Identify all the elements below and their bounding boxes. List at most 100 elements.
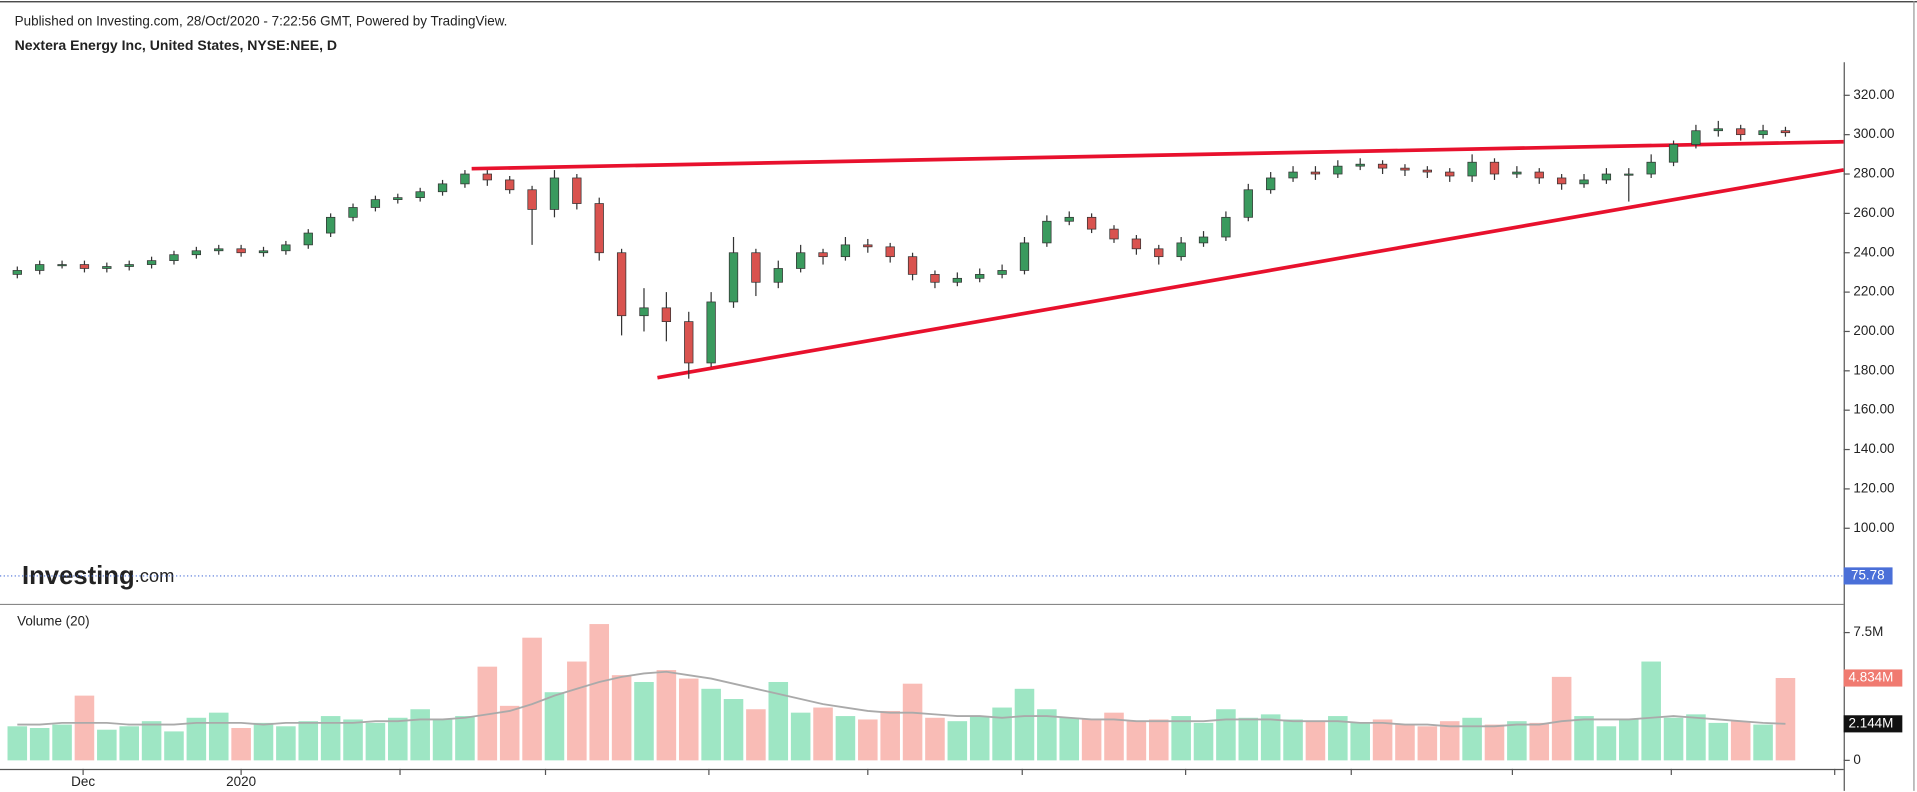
volume-bar	[253, 722, 274, 761]
volume-value-box	[1843, 669, 1903, 687]
volume-bar	[365, 722, 386, 761]
candle-body	[1422, 169, 1432, 173]
volume-bar	[1014, 688, 1035, 761]
volume-bar	[97, 729, 117, 761]
candle-body	[1467, 161, 1477, 177]
volume-bar	[432, 719, 453, 761]
candle-body	[1579, 179, 1589, 185]
candle-body	[1601, 173, 1612, 181]
candle-body	[1176, 242, 1186, 258]
candle-body	[326, 216, 336, 234]
candle-body	[1266, 177, 1276, 191]
trendline	[657, 168, 1844, 380]
candle-body	[1288, 171, 1298, 179]
candle-body	[930, 274, 940, 283]
volume-bar	[119, 726, 139, 761]
candle-body	[863, 244, 873, 248]
volume-bar	[1641, 661, 1661, 761]
candle-body	[1198, 236, 1209, 244]
candle-body	[1243, 189, 1253, 218]
volume-bar	[1059, 717, 1080, 761]
volume-bar	[1484, 724, 1505, 761]
y-tick-label: 100.00	[1853, 520, 1894, 535]
volume-bar	[298, 721, 319, 761]
volume-bar	[723, 699, 744, 761]
volume-bar	[1439, 721, 1460, 761]
candle-body	[281, 244, 291, 252]
volume-bar	[1350, 722, 1370, 761]
volume-bar	[902, 683, 923, 761]
volume-bar	[1260, 714, 1281, 761]
candle-body	[773, 268, 783, 283]
volume-bar	[701, 688, 721, 761]
x-tick-label: Dec	[71, 774, 95, 789]
candle-body	[1131, 238, 1142, 250]
candle-body	[415, 191, 425, 199]
candle-body	[1780, 130, 1791, 134]
volume-bar	[1126, 721, 1147, 761]
candle-body	[482, 173, 492, 181]
y-tick-label: 240.00	[1853, 244, 1894, 259]
volume-bar	[1708, 722, 1729, 761]
volume-bar	[343, 719, 363, 761]
volume-bar	[880, 710, 900, 761]
volume-bar	[1238, 717, 1259, 761]
candle-body	[907, 256, 918, 275]
candle-body	[35, 264, 45, 271]
candle-body	[1064, 216, 1074, 222]
candle-body	[370, 199, 381, 208]
volume-bar	[969, 716, 990, 761]
y-tick-label: 140.00	[1853, 441, 1894, 456]
instrument-title: Nextera Energy Inc, United States, NYSE:…	[15, 37, 337, 53]
candle-body	[1668, 144, 1679, 163]
y-tick-label: 120.00	[1853, 480, 1894, 495]
volume-bar	[1529, 722, 1550, 761]
candle-body	[348, 207, 358, 218]
volume-bar	[522, 637, 542, 761]
candle-body	[1512, 171, 1522, 175]
volume-bar	[1417, 726, 1438, 761]
volume-bar	[768, 681, 789, 761]
candle-body	[57, 264, 67, 267]
volume-bar	[208, 712, 229, 761]
candle-body	[706, 301, 716, 364]
candle-body	[460, 173, 470, 185]
volume-bar	[499, 705, 520, 761]
candle-body	[594, 203, 604, 254]
volume-bar	[276, 726, 296, 761]
volume-bar	[74, 695, 95, 761]
candle-body	[751, 252, 761, 283]
volume-bar	[634, 681, 654, 761]
watermark-suffix: .com	[135, 565, 175, 586]
volume-bar	[7, 726, 28, 761]
volume-bar	[656, 670, 677, 761]
last-price-label: 75.78	[1851, 567, 1885, 582]
y-tick-label: 300.00	[1853, 126, 1894, 141]
volume-bar	[678, 678, 699, 761]
volume-bar	[544, 692, 565, 761]
candle-body	[818, 252, 828, 258]
volume-bar	[1081, 719, 1102, 761]
candle-body	[661, 307, 672, 322]
candle-body	[12, 270, 22, 275]
candle-body	[1109, 228, 1119, 240]
volume-bar	[1037, 709, 1057, 761]
candle-body	[1691, 130, 1701, 145]
volume-value-label: 2.144M	[1849, 715, 1894, 730]
candle-body	[1758, 130, 1768, 136]
volume-bar	[1730, 721, 1751, 761]
y-tick-label: 280.00	[1853, 166, 1894, 181]
candle-body	[616, 252, 627, 317]
candle-body	[1489, 161, 1500, 175]
volume-bar	[388, 717, 408, 761]
candle-body	[1445, 171, 1455, 177]
volume-bar	[1171, 716, 1191, 761]
volume-bar	[320, 716, 341, 761]
volume-bar	[1216, 709, 1236, 761]
candle-body	[1400, 167, 1410, 171]
volume-bar	[835, 716, 856, 761]
volume-bar	[589, 624, 610, 761]
y-tick-label: 7.5M	[1853, 624, 1883, 639]
y-tick-label: 260.00	[1853, 205, 1894, 220]
